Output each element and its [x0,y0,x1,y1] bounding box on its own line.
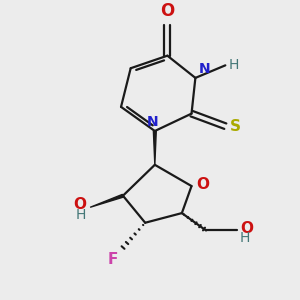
Text: H: H [240,231,250,245]
Text: H: H [76,208,86,222]
Text: O: O [240,221,253,236]
Polygon shape [90,194,123,207]
Text: O: O [73,197,86,212]
Text: S: S [230,119,241,134]
Text: F: F [108,252,118,267]
Text: N: N [147,115,159,129]
Text: N: N [198,62,210,76]
Polygon shape [153,131,156,165]
Text: O: O [196,177,209,192]
Text: H: H [228,58,239,72]
Text: O: O [160,2,175,20]
